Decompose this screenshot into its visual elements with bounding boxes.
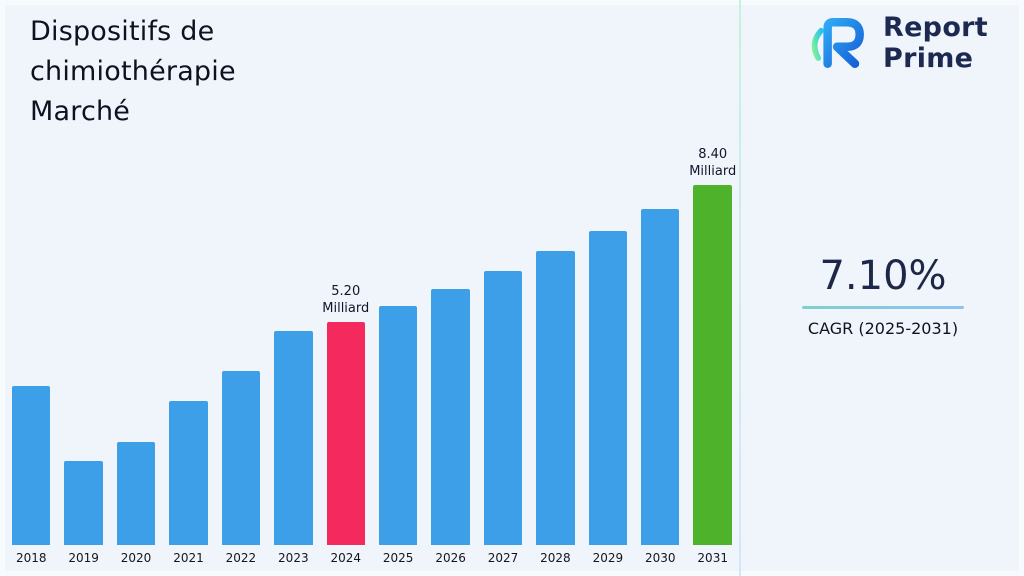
x-axis-label-2030: 2030: [645, 551, 676, 565]
bar-column-2026: 2026: [431, 289, 470, 565]
page-title-line-1: Dispositifs de: [30, 16, 215, 47]
bar-column-2018: 2018: [12, 386, 51, 565]
x-axis-label-2023: 2023: [278, 551, 309, 565]
bar-column-2019: 2019: [64, 461, 103, 565]
bar-chart: 2018 2019 2020 2021 2022 2023 5.20 Milliard 2024…: [12, 146, 736, 565]
bar-column-2028: 2028: [536, 251, 575, 565]
bars-container: 2018 2019 2020 2021 2022 2023 5.20 Milliard 2024…: [12, 146, 736, 565]
bar-column-2027: 2027: [483, 271, 523, 565]
bar-2028: [536, 251, 575, 545]
bar-column-2025: 2025: [378, 306, 418, 565]
x-axis-label-2020: 2020: [120, 551, 152, 565]
bar-2018: [12, 386, 51, 545]
x-axis-label-2021: 2021: [173, 551, 204, 565]
bar-value-label-2031: 8.40 Milliard: [689, 147, 737, 179]
x-axis-label-2025: 2025: [382, 551, 414, 565]
bar-2024: [326, 322, 365, 545]
bar-2031: [693, 185, 732, 545]
bar-2021: [169, 401, 208, 545]
x-axis-label-2028: 2028: [540, 551, 571, 565]
bar-column-2021: 2021: [169, 401, 208, 565]
logo-text: Report Prime: [883, 12, 988, 74]
page-title-line-3: Marché: [30, 96, 131, 127]
bar-2023: [274, 331, 313, 545]
logo-text-report: Report: [882, 12, 988, 43]
cagr-underline: [802, 306, 964, 309]
page-title-line-2: chimiothérapie: [30, 56, 236, 87]
bar-2020: [116, 442, 156, 545]
bar-2029: [588, 231, 628, 545]
bar-column-2031: 8.40 Milliard 2031: [689, 146, 736, 565]
x-axis-label-2026: 2026: [435, 551, 466, 565]
x-axis-label-2019: 2019: [68, 551, 99, 565]
x-axis-label-2029: 2029: [592, 551, 624, 565]
bar-column-2029: 2029: [588, 231, 628, 565]
bar-column-2023: 2023: [274, 331, 313, 565]
vertical-divider: [739, 0, 741, 576]
report-prime-logo: Report Prime: [805, 12, 988, 74]
bar-column-2030: 2030: [641, 209, 680, 565]
x-axis-label-2022: 2022: [225, 551, 257, 565]
cagr-panel: 7.10% CAGR (2025-2031): [802, 252, 964, 338]
bar-value-label-2024: 5.20 Milliard: [322, 284, 370, 316]
bar-2022: [221, 371, 261, 545]
bar-column-2024: 5.20 Milliard 2024: [322, 283, 369, 565]
page-title: Dispositifs de chimiothérapie Marché: [30, 12, 236, 132]
cagr-value: 7.10%: [819, 253, 947, 299]
bar-2027: [483, 271, 523, 545]
bar-2026: [431, 289, 470, 545]
x-axis-label-2018: 2018: [15, 551, 47, 565]
cagr-label: CAGR (2025-2031): [807, 319, 959, 338]
x-axis-label-2027: 2027: [487, 551, 519, 565]
x-axis-label-2031: 2031: [697, 551, 728, 565]
x-axis-label-2024: 2024: [330, 551, 362, 565]
bar-column-2020: 2020: [116, 442, 156, 565]
bar-2025: [378, 306, 418, 545]
bar-2030: [641, 209, 680, 545]
bar-2019: [64, 461, 103, 545]
report-prime-logo-icon: [805, 14, 871, 72]
bar-column-2022: 2022: [221, 371, 261, 565]
logo-text-prime: Prime: [882, 43, 974, 74]
